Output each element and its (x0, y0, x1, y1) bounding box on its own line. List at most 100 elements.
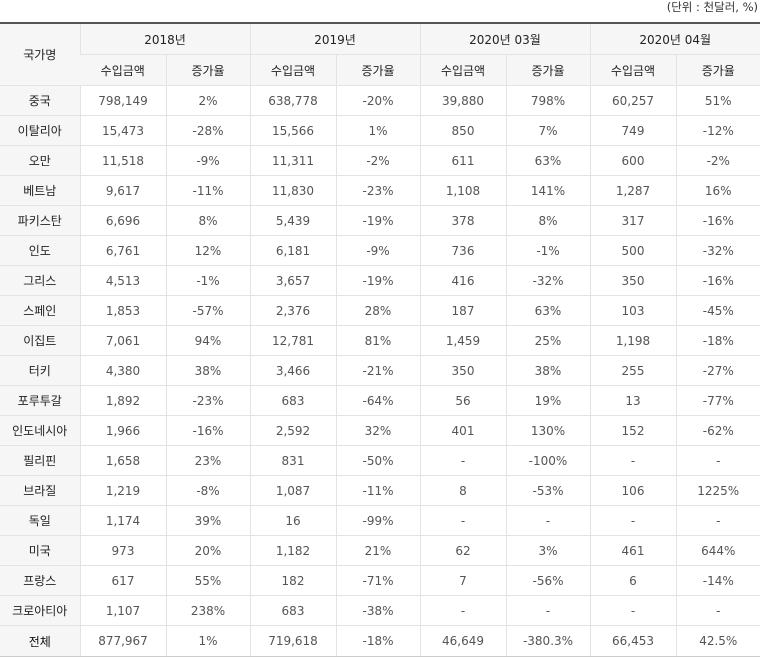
import-amount-cell: - (589, 505, 676, 536)
import-amount-cell: - (589, 595, 676, 626)
growth-rate-cell: -53% (505, 475, 590, 506)
table-row: 필리핀 1,658 23% 831 -50% - -100% - - (0, 445, 760, 476)
import-amount-cell: 378 (419, 205, 506, 236)
country-name: 스페인 (0, 295, 80, 326)
growth-rate-cell: -56% (505, 565, 590, 596)
country-name: 파키스탄 (0, 205, 80, 236)
growth-rate-cell: -62% (675, 415, 760, 446)
import-amount-cell: 461 (589, 535, 676, 566)
import-amount-cell: 798,149 (79, 85, 166, 116)
import-amount-cell: 5,439 (249, 205, 336, 236)
import-amount-cell: 56 (419, 385, 506, 416)
growth-rate-cell: 130% (505, 415, 590, 446)
import-amount-cell: - (419, 595, 506, 626)
growth-rate-cell: 16% (675, 175, 760, 206)
growth-rate-cell: 8% (165, 205, 250, 236)
import-amount-cell: 831 (249, 445, 336, 476)
header-amount: 수입금액 (419, 54, 506, 86)
import-amount-cell: 66,453 (589, 625, 676, 657)
import-amount-cell: 736 (419, 235, 506, 266)
growth-rate-cell: 39% (165, 505, 250, 536)
import-amount-cell: 1,853 (79, 295, 166, 326)
growth-rate-cell: -23% (335, 175, 420, 206)
import-amount-cell: 46,649 (419, 625, 506, 657)
growth-rate-cell: 38% (505, 355, 590, 386)
table-row: 파키스탄 6,696 8% 5,439 -19% 378 8% 317 -16% (0, 205, 760, 236)
country-name: 프랑스 (0, 565, 80, 596)
import-amount-cell: 401 (419, 415, 506, 446)
growth-rate-cell: -2% (335, 145, 420, 176)
import-amount-cell: 1,287 (589, 175, 676, 206)
total-label: 전체 (0, 625, 80, 657)
import-amount-cell: 7,061 (79, 325, 166, 356)
import-amount-cell: 638,778 (249, 85, 336, 116)
import-amount-cell: 6,696 (79, 205, 166, 236)
growth-rate-cell: -1% (165, 265, 250, 296)
country-name: 브라질 (0, 475, 80, 506)
import-amount-cell: 2,376 (249, 295, 336, 326)
growth-rate-cell: -14% (675, 565, 760, 596)
country-name: 크로아티아 (0, 595, 80, 626)
import-amount-cell: 877,967 (79, 625, 166, 657)
growth-rate-cell: -32% (505, 265, 590, 296)
import-amount-cell: 7 (419, 565, 506, 596)
import-amount-cell: 1,087 (249, 475, 336, 506)
import-amount-cell: 4,380 (79, 355, 166, 386)
growth-rate-cell: 63% (505, 145, 590, 176)
table-row: 브라질 1,219 -8% 1,087 -11% 8 -53% 106 1225% (0, 475, 760, 506)
growth-rate-cell: - (505, 505, 590, 536)
growth-rate-cell: 28% (335, 295, 420, 326)
import-amount-cell: - (419, 505, 506, 536)
growth-rate-cell: -45% (675, 295, 760, 326)
growth-rate-cell: 1225% (675, 475, 760, 506)
import-amount-cell: 850 (419, 115, 506, 146)
header-period-2018: 2018년 (79, 23, 250, 55)
import-amount-cell: 1,174 (79, 505, 166, 536)
import-amount-cell: 719,618 (249, 625, 336, 657)
growth-rate-cell: -99% (335, 505, 420, 536)
total-row: 전체 877,967 1% 719,618 -18% 46,649 -380.3% 66,45… (0, 625, 760, 657)
import-amount-cell: 255 (589, 355, 676, 386)
import-amount-cell: 152 (589, 415, 676, 446)
import-amount-cell: - (419, 445, 506, 476)
import-amount-cell: 11,518 (79, 145, 166, 176)
growth-rate-cell: -11% (335, 475, 420, 506)
country-name: 필리핀 (0, 445, 80, 476)
growth-rate-cell: -2% (675, 145, 760, 176)
import-amount-cell: 106 (589, 475, 676, 506)
country-name: 터키 (0, 355, 80, 386)
growth-rate-cell: 81% (335, 325, 420, 356)
growth-rate-cell: -16% (165, 415, 250, 446)
import-amount-cell: 416 (419, 265, 506, 296)
header-country: 국가명 (0, 23, 80, 86)
import-amount-cell: 683 (249, 385, 336, 416)
growth-rate-cell: 141% (505, 175, 590, 206)
header-period-2019: 2019년 (249, 23, 420, 55)
header-amount: 수입금액 (589, 54, 676, 86)
import-amount-cell: 1,892 (79, 385, 166, 416)
import-amount-cell: 683 (249, 595, 336, 626)
growth-rate-cell: -64% (335, 385, 420, 416)
growth-rate-cell: 51% (675, 85, 760, 116)
country-name: 포루투갈 (0, 385, 80, 416)
import-amount-cell: 1,219 (79, 475, 166, 506)
growth-rate-cell: - (675, 505, 760, 536)
growth-rate-cell: -16% (675, 205, 760, 236)
import-amount-cell: 11,311 (249, 145, 336, 176)
growth-rate-cell: 1% (335, 115, 420, 146)
table-row: 오만 11,518 -9% 11,311 -2% 611 63% 600 -2% (0, 145, 760, 176)
header-growth: 증가율 (335, 54, 420, 86)
growth-rate-cell: -57% (165, 295, 250, 326)
import-amount-cell: 611 (419, 145, 506, 176)
country-name: 이탈리아 (0, 115, 80, 146)
growth-rate-cell: 23% (165, 445, 250, 476)
country-name: 중국 (0, 85, 80, 116)
header-period-2020-04: 2020년 04월 (589, 23, 760, 55)
growth-rate-cell: 38% (165, 355, 250, 386)
country-name: 오만 (0, 145, 80, 176)
import-amount-cell: 1,966 (79, 415, 166, 446)
header-amount: 수입금액 (80, 54, 166, 86)
country-name: 이집트 (0, 325, 80, 356)
growth-rate-cell: -8% (165, 475, 250, 506)
growth-rate-cell: - (675, 445, 760, 476)
